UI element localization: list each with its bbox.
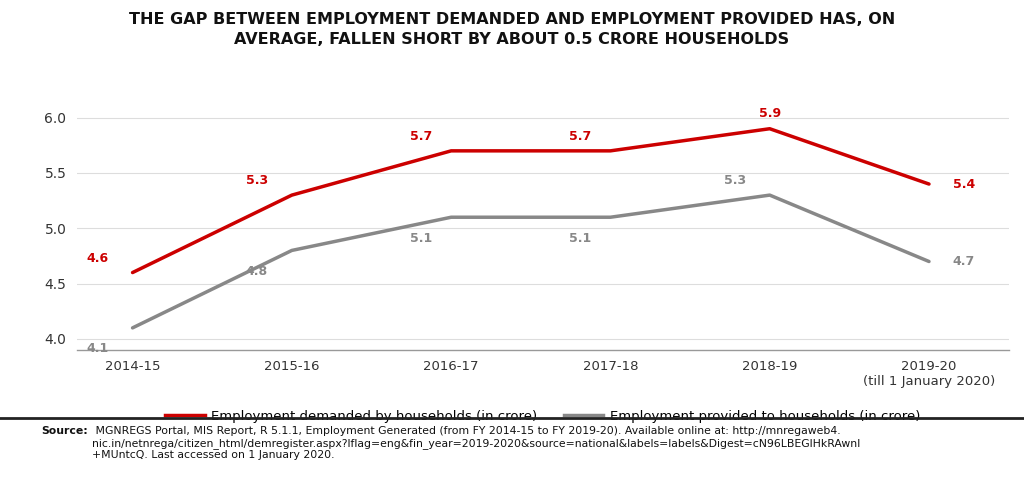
Text: 4.1: 4.1: [86, 342, 109, 355]
Text: Source:: Source:: [41, 426, 88, 436]
Text: 4.6: 4.6: [87, 252, 109, 265]
Text: MGNREGS Portal, MIS Report, R 5.1.1, Employment Generated (from FY 2014-15 to FY: MGNREGS Portal, MIS Report, R 5.1.1, Emp…: [92, 426, 860, 460]
Text: 5.7: 5.7: [569, 130, 591, 143]
Text: 4.8: 4.8: [246, 265, 268, 278]
Text: THE GAP BETWEEN EMPLOYMENT DEMANDED AND EMPLOYMENT PROVIDED HAS, ON
AVERAGE, FAL: THE GAP BETWEEN EMPLOYMENT DEMANDED AND …: [129, 12, 895, 48]
Text: 5.1: 5.1: [569, 232, 591, 244]
Text: 5.1: 5.1: [410, 232, 432, 244]
Text: 5.3: 5.3: [724, 174, 745, 188]
Text: 5.3: 5.3: [246, 174, 268, 188]
Text: 5.9: 5.9: [759, 107, 780, 120]
Text: 4.7: 4.7: [953, 255, 975, 268]
Text: 5.4: 5.4: [953, 178, 975, 190]
Legend: Employment demanded by households (in crore), Employment provided to households : Employment demanded by households (in cr…: [160, 404, 926, 428]
Text: 5.7: 5.7: [410, 130, 432, 143]
